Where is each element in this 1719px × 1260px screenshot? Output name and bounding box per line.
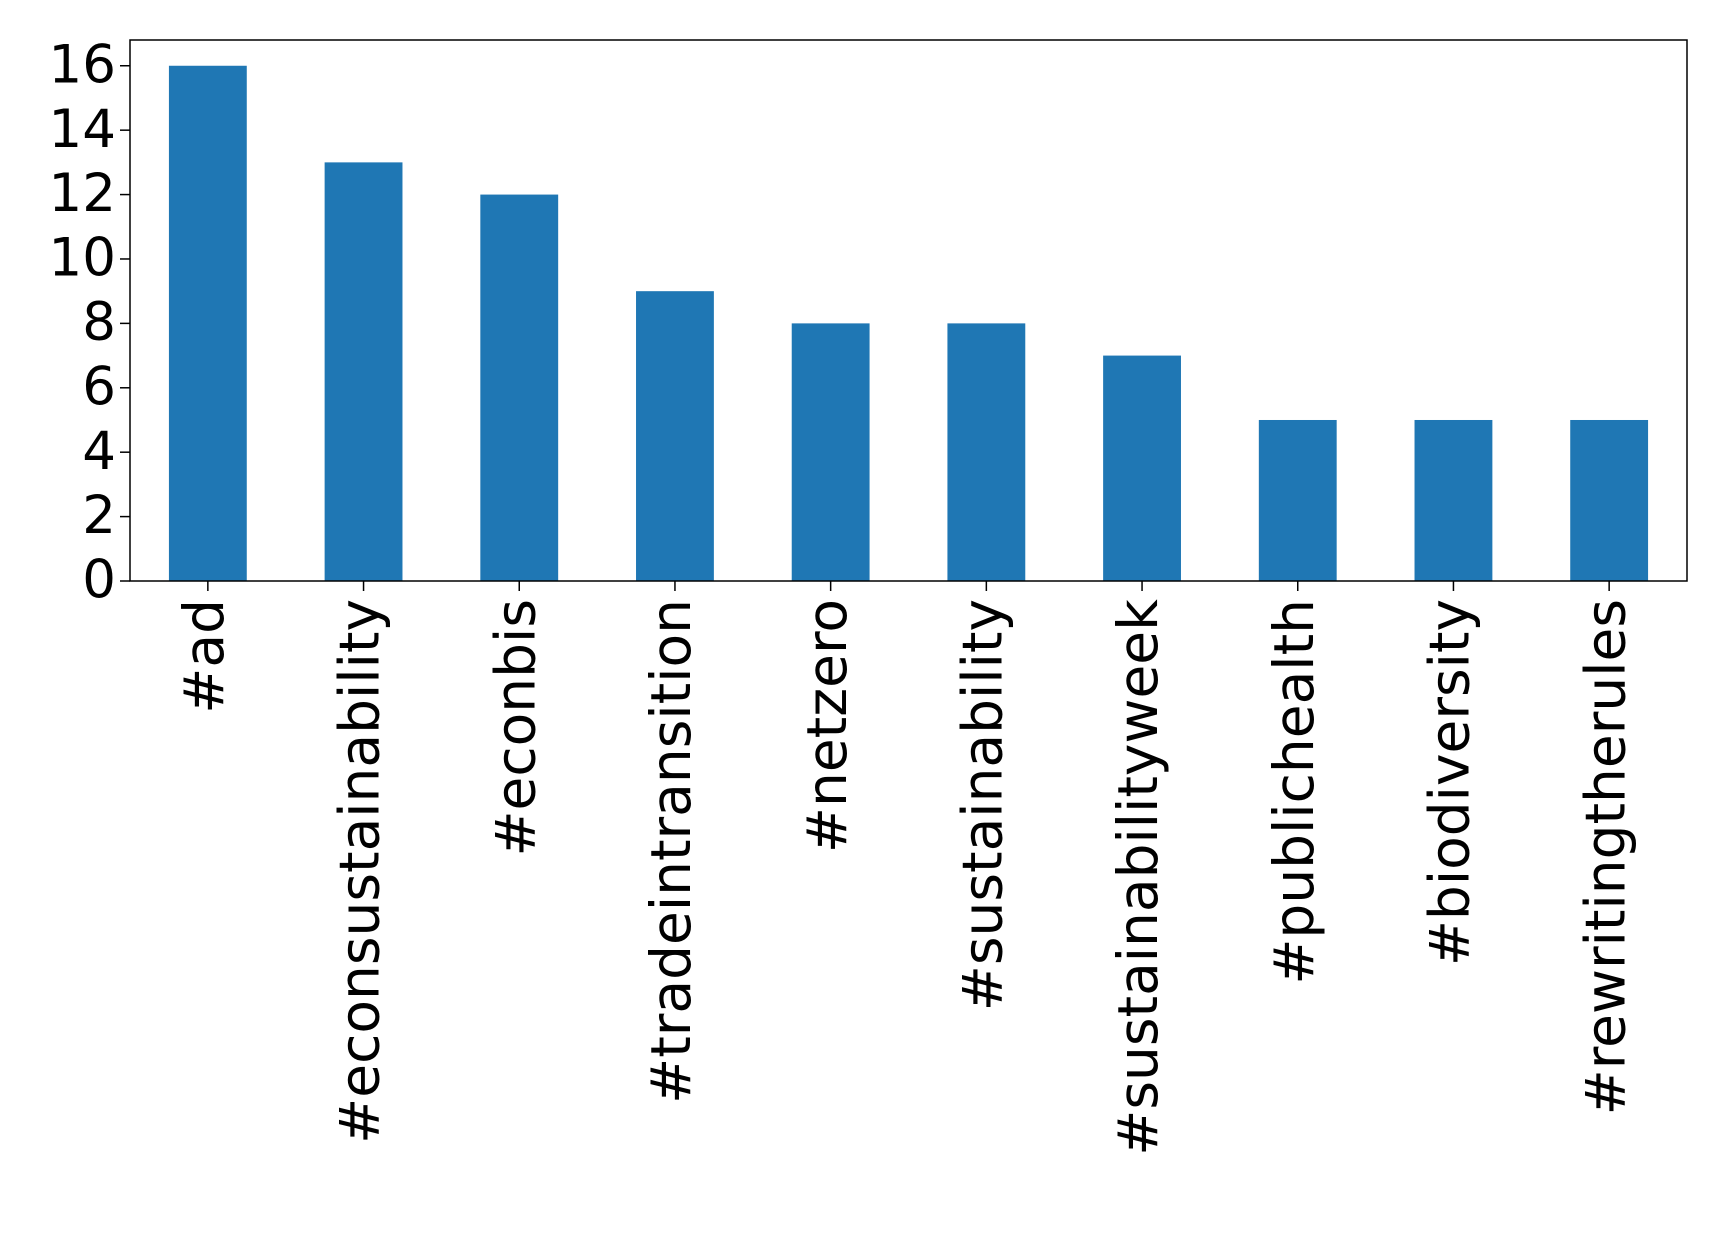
y-tick-label: 14 xyxy=(49,99,116,160)
bar xyxy=(1570,419,1649,581)
x-tick-label: #sustainabilityweek xyxy=(1106,599,1170,1156)
bar xyxy=(791,323,870,581)
bar xyxy=(1414,419,1493,581)
bar xyxy=(947,323,1026,581)
x-tick-label: #sustainability xyxy=(950,599,1014,1011)
y-tick-label: 8 xyxy=(82,292,116,353)
bar xyxy=(1258,419,1337,581)
bar xyxy=(168,65,247,581)
y-tick-label: 6 xyxy=(82,356,116,417)
y-tick-label: 4 xyxy=(82,421,116,482)
plot-frame xyxy=(129,39,1688,582)
y-tick-label: 2 xyxy=(82,485,116,546)
y-tick-label: 10 xyxy=(49,228,116,289)
bar xyxy=(636,291,714,581)
y-tick-label: 16 xyxy=(49,34,116,95)
x-tick-label: #biodiversity xyxy=(1418,599,1482,966)
x-tick-label: #tradeintransition xyxy=(639,599,703,1104)
bar xyxy=(324,162,403,581)
bar xyxy=(480,194,559,582)
bar xyxy=(1103,355,1181,581)
x-tick-label: #econsustainability xyxy=(328,599,392,1144)
x-tick-label: #econbis xyxy=(483,599,547,857)
x-tick-label: #ad xyxy=(172,599,236,714)
x-tick-label: #netzero xyxy=(795,599,859,853)
y-tick-label: 0 xyxy=(82,550,116,611)
x-tick-label: #rewritingtherules xyxy=(1573,599,1637,1115)
x-tick-label: #publichealth xyxy=(1262,599,1326,985)
y-tick-label: 12 xyxy=(49,163,116,224)
